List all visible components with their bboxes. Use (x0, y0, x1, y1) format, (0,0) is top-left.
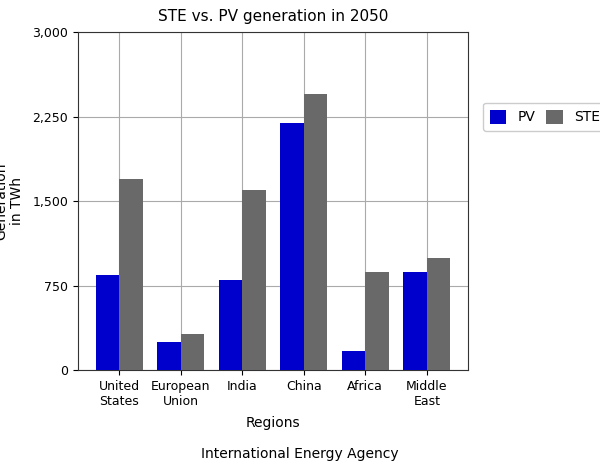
Title: STE vs. PV generation in 2050: STE vs. PV generation in 2050 (158, 9, 388, 24)
Bar (304, 94, 327, 370)
Bar (219, 280, 242, 370)
Bar (181, 334, 204, 370)
Bar (365, 272, 389, 370)
Bar (280, 123, 304, 370)
Bar (157, 342, 181, 370)
Bar (96, 275, 119, 370)
Y-axis label: Generation
in TWh: Generation in TWh (0, 163, 24, 240)
Bar (242, 190, 266, 370)
Bar (427, 258, 450, 370)
X-axis label: Regions: Regions (245, 416, 301, 431)
Bar (342, 350, 365, 370)
Legend: PV, STE: PV, STE (483, 103, 600, 131)
Text: International Energy Agency: International Energy Agency (201, 447, 399, 461)
Bar (119, 179, 143, 370)
Bar (403, 272, 427, 370)
